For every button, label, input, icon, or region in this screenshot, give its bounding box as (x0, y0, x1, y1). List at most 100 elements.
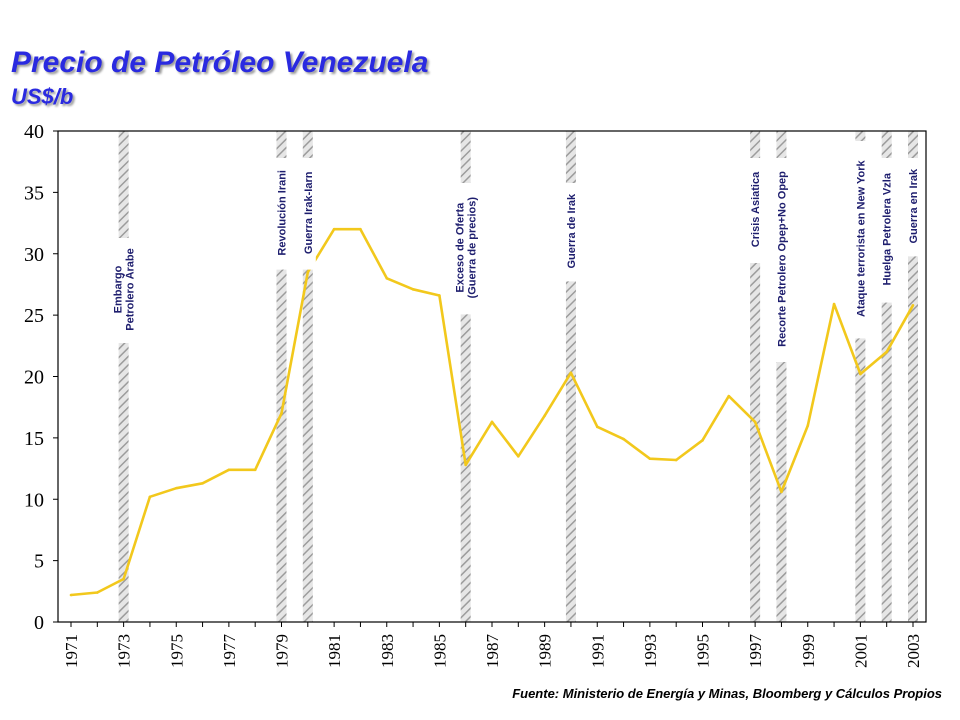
price-point (780, 490, 783, 494)
x-tick-label: 1991 (588, 634, 607, 668)
annotation-label: Guerra de Irak (566, 193, 578, 268)
price-point (411, 288, 415, 291)
y-tick-label: 20 (24, 367, 44, 389)
price-point (832, 302, 836, 306)
event-band-1973 (118, 131, 129, 622)
price-point (174, 486, 178, 490)
price-point (332, 227, 336, 231)
price-point (253, 468, 257, 472)
event-band-1998 (776, 131, 787, 622)
price-point (859, 372, 862, 376)
price-point (648, 457, 652, 461)
x-tick-label: 1977 (220, 634, 239, 669)
x-tick-label: 2003 (904, 634, 923, 668)
annotation-bg (878, 158, 895, 303)
y-tick-label: 40 (24, 121, 44, 143)
price-point (148, 495, 152, 499)
annotation-1973: Embargo Petrolero Árabe (113, 248, 137, 331)
y-tick-label: 0 (34, 612, 44, 634)
annotation-bg (273, 158, 290, 270)
y-tick-label: 35 (24, 182, 44, 204)
annotation-label: Revolución Irani (277, 170, 289, 256)
source-note: Fuente: Ministerio de Energía y Minas, B… (512, 686, 942, 701)
price-point (622, 437, 625, 441)
annotation-label: Crisis Asiatica (750, 171, 762, 247)
annotation-bg (905, 158, 921, 257)
annotation-label: Guerra Irak-Iarn (303, 171, 315, 254)
price-point (359, 227, 362, 231)
price-point (96, 591, 99, 594)
annotation-bg (852, 141, 869, 339)
price-point (280, 412, 283, 415)
annotation-1998: Recorte Petrolero Opep+No Opep (776, 171, 788, 347)
annotation-label: (Guerra de precios) (467, 197, 479, 299)
annotation-1979: Revolución Irani (277, 170, 289, 256)
annotation-2003: Guerra en Irak (908, 168, 920, 243)
annotation-label: Embargo (113, 265, 125, 313)
annotation-bg (109, 238, 138, 343)
x-tick-label: 1985 (430, 634, 449, 668)
annotation-1997: Crisis Asiatica (750, 171, 762, 247)
price-point (306, 270, 310, 274)
y-tick-label: 10 (24, 489, 44, 511)
annotation-label: Ataque terrorista en New York (855, 159, 867, 317)
price-point (517, 454, 520, 458)
price-point (227, 468, 231, 472)
annotation-label: Guerra en Irak (908, 168, 920, 243)
annotation-label: Recorte Petrolero Opep+No Opep (776, 171, 788, 347)
x-tick-label: 1999 (799, 634, 818, 668)
event-band-2001 (855, 131, 866, 622)
annotation-bg (299, 158, 316, 270)
x-tick-label: 1971 (62, 634, 81, 668)
price-point (753, 420, 757, 424)
event-band-1980 (302, 131, 313, 622)
price-point (490, 420, 494, 424)
y-tick-label: 25 (24, 305, 44, 327)
annotation-1986: Exceso de Oferta (Guerra de precios) (455, 197, 479, 299)
x-tick-label: 1983 (378, 634, 397, 668)
price-point (911, 304, 915, 307)
annotation-label: Petrolero Árabe (124, 248, 137, 331)
price-point (438, 294, 441, 297)
plot-frame (57, 130, 927, 623)
annotation-2002: Huelga Petrolera Vzla (882, 172, 894, 285)
x-tick-label: 2001 (851, 634, 870, 668)
price-point (385, 277, 389, 280)
annotation-bg (562, 183, 579, 282)
x-tick-label: 1979 (273, 634, 292, 668)
price-point (595, 425, 599, 429)
event-band-2003 (908, 131, 918, 622)
annotation-1990: Guerra de Irak (566, 193, 578, 268)
price-point (122, 577, 125, 581)
x-tick-label: 1993 (641, 634, 660, 668)
annotation-bg (451, 183, 480, 315)
price-point (885, 350, 888, 354)
x-tick-label: 1995 (694, 634, 713, 668)
x-tick-label: 1973 (115, 634, 134, 668)
x-tick-label: 1997 (746, 634, 765, 669)
chart-subtitle-unit: US$/b (11, 84, 74, 109)
y-tick-label: 30 (24, 244, 44, 266)
event-band-1986 (460, 131, 471, 622)
price-point (806, 424, 810, 427)
annotation-bg (747, 158, 764, 263)
price-point (569, 371, 573, 375)
x-tick-label: 1975 (167, 634, 186, 668)
annotation-label: Exceso de Oferta (455, 202, 467, 293)
event-band-1997 (750, 131, 761, 622)
annotation-label: Huelga Petrolera Vzla (882, 172, 894, 285)
annotation-bg (773, 158, 790, 362)
price-point (674, 458, 678, 462)
price-point (701, 439, 704, 442)
event-band-1990 (565, 131, 576, 622)
annotation-1980: Guerra Irak-Iarn (303, 171, 315, 254)
event-band-2002 (881, 131, 892, 622)
annotation-2001: Ataque terrorista en New York (855, 159, 867, 317)
price-point (69, 593, 73, 597)
event-band-1979 (276, 131, 287, 622)
x-tick-label: 1989 (536, 634, 555, 668)
x-tick-label: 1987 (483, 634, 502, 669)
price-point (543, 414, 546, 418)
price-point (201, 481, 204, 485)
